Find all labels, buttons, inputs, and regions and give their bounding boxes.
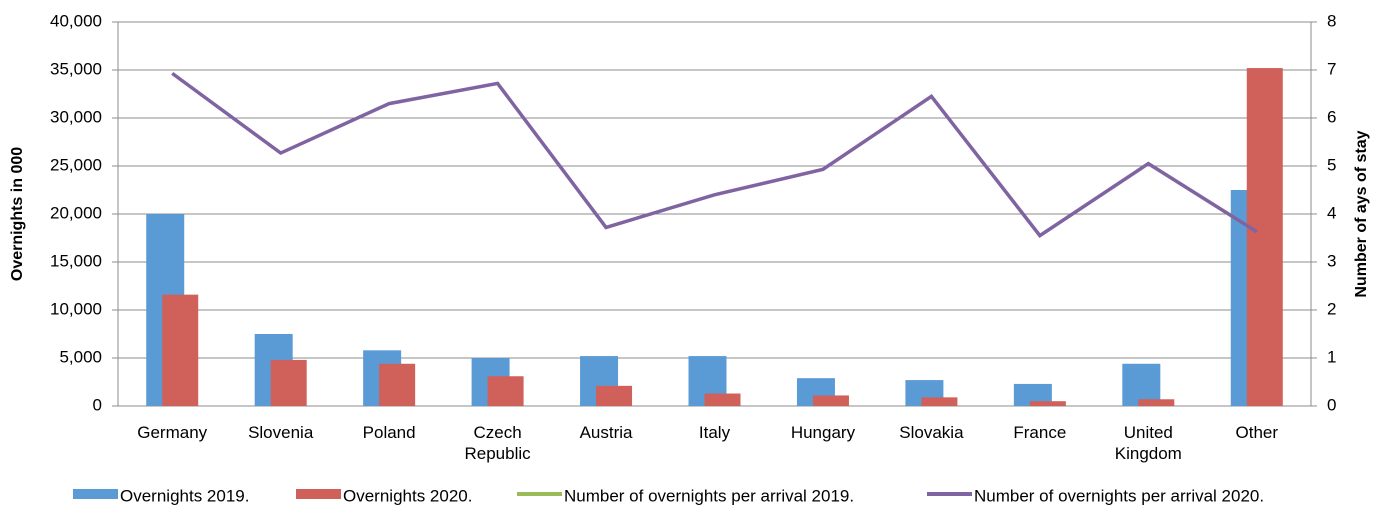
y2-tick-label: 2	[1327, 299, 1336, 318]
y-tick-label: 5,000	[59, 347, 102, 366]
legend-label: Overnights 2019.	[120, 486, 249, 505]
y-tick-label: 35,000	[50, 59, 102, 78]
bar	[1013, 383, 1052, 406]
x-tick-label: Austria	[579, 423, 633, 442]
x-tick-label: Czech Republic	[464, 423, 531, 463]
y-tick-label: 0	[93, 395, 102, 414]
x-tick-label: Slovenia	[248, 423, 314, 442]
y2-tick-label: 3	[1327, 251, 1336, 270]
y2-tick-label: 0	[1327, 395, 1336, 414]
bar	[812, 395, 849, 406]
y2-tick-label: 4	[1327, 203, 1336, 222]
y-tick-label: 15,000	[50, 251, 102, 270]
x-tick-label: Hungary	[790, 423, 856, 442]
legend-label: Number of overnights per arrival 2019.	[564, 486, 854, 505]
bar	[596, 385, 633, 406]
x-tick-label: Slovakia	[899, 423, 964, 442]
x-tick-label: Italy	[698, 423, 731, 442]
bar	[162, 294, 199, 406]
bar	[1122, 363, 1161, 406]
line	[171, 71, 1258, 238]
bar	[1138, 399, 1175, 406]
x-tick-label: Other	[1235, 423, 1279, 442]
y2-axis-title: Number of ays of stay	[1353, 130, 1370, 297]
bar	[704, 393, 741, 406]
legend-swatch	[296, 489, 341, 499]
y-axis-title: Overnights in 000	[9, 147, 26, 281]
y-tick-label: 10,000	[50, 299, 102, 318]
x-tick-label: United Kingdom	[1114, 423, 1182, 463]
y-tick-label: 25,000	[50, 155, 102, 174]
legend-swatch	[73, 489, 118, 499]
x-tick-label: Poland	[362, 423, 416, 442]
bar	[270, 359, 307, 406]
y-tick-label: 40,000	[50, 11, 102, 30]
bar	[1246, 68, 1283, 406]
legend-label: Number of overnights per arrival 2020.	[974, 486, 1264, 505]
x-tick-label: France	[1013, 423, 1067, 442]
y-tick-label: 20,000	[50, 203, 102, 222]
y-tick-label: 30,000	[50, 107, 102, 126]
y2-tick-label: 5	[1327, 155, 1336, 174]
bar	[379, 363, 416, 406]
bar	[1029, 401, 1066, 406]
y2-tick-label: 7	[1327, 59, 1336, 78]
y2-tick-label: 1	[1327, 347, 1336, 366]
x-tick-label: Germany	[137, 423, 208, 442]
bar	[921, 397, 958, 406]
y2-tick-label: 6	[1327, 107, 1336, 126]
y2-tick-label: 8	[1327, 11, 1336, 30]
legend-label: Overnights 2020.	[343, 486, 472, 505]
bar	[487, 376, 524, 406]
